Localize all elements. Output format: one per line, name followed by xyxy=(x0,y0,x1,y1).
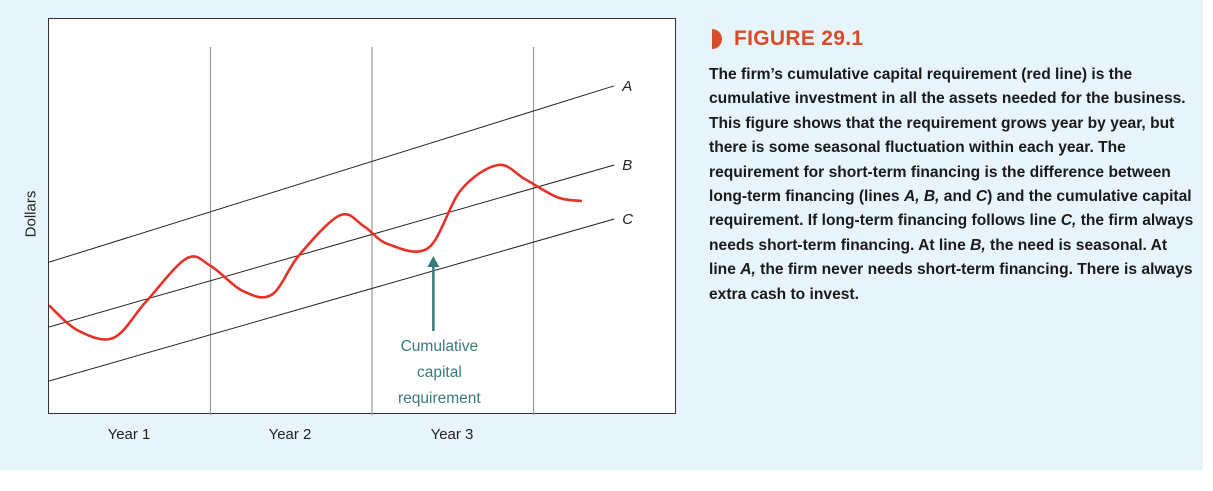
line-chart: A B C Cumulative capital requirement xyxy=(49,47,633,415)
series-line-c xyxy=(49,218,615,382)
caption-text: and xyxy=(939,188,976,206)
caption-italic-letter: A, xyxy=(740,261,756,279)
annotation-label: Cumulative xyxy=(401,338,479,355)
caption-text: the need is seasonal. At line xyxy=(709,236,1168,279)
annotation-arrow-head xyxy=(427,256,440,267)
series-label-b: B xyxy=(622,157,632,174)
series-line-a xyxy=(49,85,615,263)
cumulative-requirement-curve xyxy=(49,163,583,341)
series-line-b xyxy=(49,164,615,328)
x-tick-label: Year 1 xyxy=(107,426,151,443)
caption-text: ) and the cumulative capital requirement… xyxy=(709,188,1192,230)
y-axis-label: Dollars xyxy=(22,190,40,238)
figure-caption: The firm’s cumulative capital requiremen… xyxy=(709,63,1197,307)
series-label-a: A xyxy=(621,78,632,95)
x-tick-label: Year 2 xyxy=(268,426,312,443)
x-tick-label: Year 3 xyxy=(430,426,474,443)
caption-italic-letter: C xyxy=(975,188,988,206)
caption-italic-letter: C, xyxy=(1060,212,1077,230)
figure-header: FIGURE 29.1 xyxy=(712,27,863,51)
half-circle-icon xyxy=(712,29,722,49)
caption-text: The firm’s cumulative capital requiremen… xyxy=(709,66,1186,206)
caption-text: the firm always needs short-term financi… xyxy=(709,212,1194,254)
caption-italic-letter: A, B, xyxy=(903,188,940,206)
caption-italic-letter: B, xyxy=(970,236,986,254)
chart-area: A B C Cumulative capital requirement xyxy=(48,18,676,415)
annotation-label: capital xyxy=(417,364,462,381)
caption-text: the firm never needs short-term financin… xyxy=(709,261,1193,303)
annotation-label: requirement xyxy=(398,390,481,407)
figure-title: FIGURE 29.1 xyxy=(734,27,864,50)
series-label-c: C xyxy=(622,211,633,228)
